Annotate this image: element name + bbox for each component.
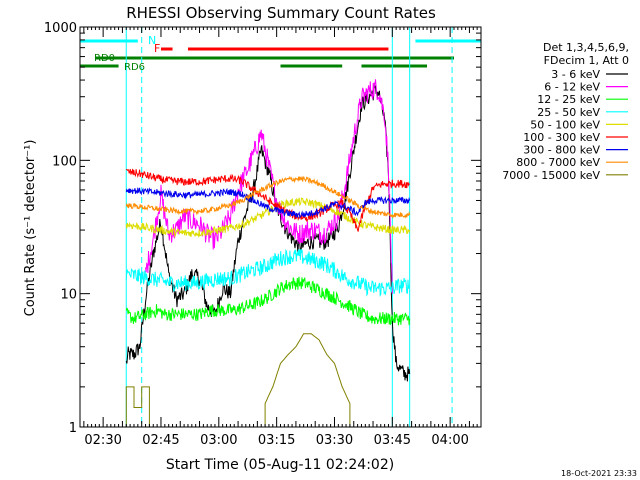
x-tick-label: 02:30 [84, 433, 121, 448]
flag-label-f: F [154, 42, 160, 55]
y-axis-label: Count Rate (s⁻¹ detector⁻¹) [23, 140, 38, 317]
x-tick-label: 04:00 [431, 433, 468, 448]
series-line-8 [125, 333, 351, 428]
legend-entry-label: 7000 - 15000 keV [502, 169, 600, 182]
x-tick-label: 03:45 [374, 433, 411, 448]
legend-entry-label: 3 - 6 keV [551, 68, 600, 81]
footer-timestamp: 18-Oct-2021 23:33 [561, 469, 637, 478]
legend-entry-label: 100 - 300 keV [523, 131, 600, 144]
legend-entry-label: 12 - 25 keV [537, 93, 600, 106]
series-line-1 [145, 79, 393, 294]
legend-entry-label: 300 - 800 keV [523, 144, 600, 157]
legend: Det 1,3,4,5,6,9, FDecim 1, Att 0 3 - 6 k… [502, 41, 629, 182]
x-tick-label: 03:30 [316, 433, 353, 448]
legend-header-line-1: Det 1,3,4,5,6,9, [543, 41, 629, 54]
legend-entry-label: 800 - 7000 keV [516, 156, 600, 169]
legend-entry-label: 25 - 50 keV [537, 106, 600, 119]
y-tick-label: 10 [60, 288, 77, 303]
series-line-4 [125, 197, 411, 239]
legend-entry-label: 50 - 100 keV [530, 118, 600, 131]
series-line-3 [125, 248, 410, 297]
flag-label-rd6: RD6 [124, 62, 145, 73]
flag-bars [80, 39, 481, 68]
x-tick-label: 02:45 [142, 433, 179, 448]
x-axis-label: Start Time (05-Aug-11 02:24:02) [166, 457, 394, 473]
y-tick-label: 1 [69, 421, 77, 436]
legend-entry-label: 6 - 12 keV [544, 81, 600, 94]
plot-frame [79, 26, 482, 428]
legend-header-line-2: FDecim 1, Att 0 [544, 54, 629, 67]
x-axis: 02:30 02:45 03:00 03:15 03:30 03:45 04:00 [79, 27, 482, 448]
y-axis: 1 10 100 1000 [44, 21, 481, 436]
x-tick-label: 03:00 [200, 433, 237, 448]
chart-title: RHESSI Observing Summary Count Rates [126, 4, 436, 22]
y-tick-label: 100 [52, 154, 77, 169]
series-line-2 [125, 276, 411, 326]
series-line-7 [125, 175, 411, 220]
flag-label-rd0: RD0 [94, 53, 115, 64]
y-tick-label: 1000 [44, 21, 77, 36]
series-line-5 [125, 168, 411, 232]
flag-label-n: N [148, 34, 156, 47]
series-lines [125, 79, 411, 428]
x-tick-label: 03:15 [258, 433, 295, 448]
